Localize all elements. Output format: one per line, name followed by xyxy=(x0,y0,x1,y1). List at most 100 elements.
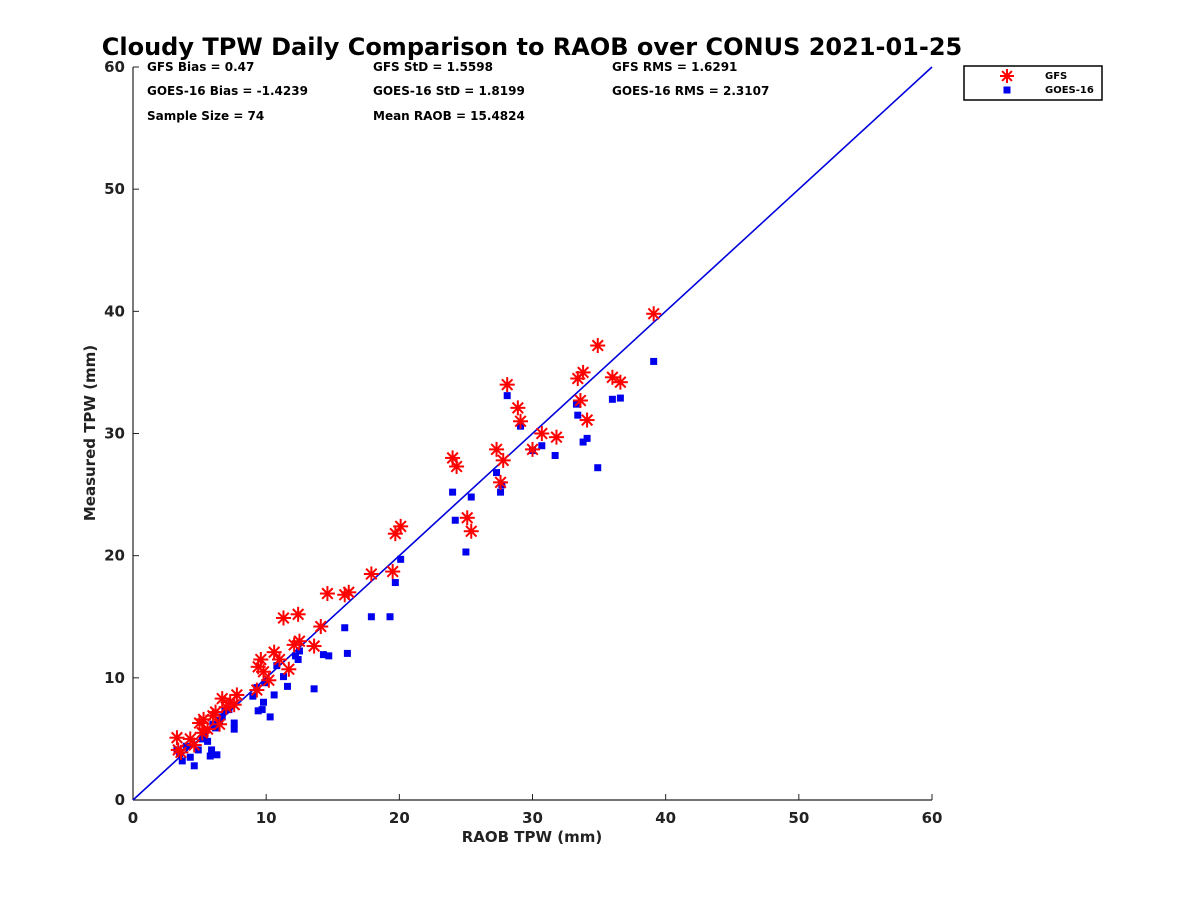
gfs-point xyxy=(495,452,511,468)
goes16-point xyxy=(266,713,274,721)
goes16-point xyxy=(319,651,327,659)
goes16-point xyxy=(279,673,287,681)
gfs-point xyxy=(604,369,620,385)
gfs-point xyxy=(173,744,189,760)
x-tick-label: 50 xyxy=(788,809,809,827)
y-tick-label: 50 xyxy=(104,180,125,198)
x-tick-label: 20 xyxy=(389,809,410,827)
x-tick-label: 60 xyxy=(922,809,943,827)
stat-text: GFS StD = 1.5598 xyxy=(373,60,493,74)
goes16-point xyxy=(230,725,238,733)
gfs-point xyxy=(169,730,185,746)
goes16-point xyxy=(386,613,394,621)
gfs-point xyxy=(393,518,409,534)
x-ticks: 0 10 20 30 40 50 60 xyxy=(128,794,943,827)
gfs-point xyxy=(459,510,475,526)
goes16-point xyxy=(204,737,212,745)
gfs-point xyxy=(489,441,505,457)
gfs-point xyxy=(449,458,465,474)
y-tick-label: 0 xyxy=(115,791,125,809)
goes16-point xyxy=(221,707,229,715)
gfs-point xyxy=(341,584,357,600)
goes16-point xyxy=(503,392,511,400)
goes16-point xyxy=(213,751,221,759)
x-tick-label: 10 xyxy=(256,809,277,827)
goes16-point xyxy=(182,742,190,750)
gfs-point xyxy=(229,687,245,703)
goes16-point xyxy=(616,394,624,402)
gfs-point xyxy=(271,652,287,668)
gfs-point xyxy=(306,638,322,654)
gfs-point xyxy=(182,731,198,747)
goes16-point xyxy=(206,752,214,760)
goes16-point xyxy=(261,679,269,687)
goes16-point xyxy=(343,649,351,657)
gfs-point xyxy=(212,716,228,732)
gfs-point xyxy=(256,664,272,680)
legend-goes16-square xyxy=(1003,86,1011,94)
goes16-point xyxy=(249,692,257,700)
legend: GFS GOES-16 xyxy=(963,65,1103,101)
y-tick-label: 10 xyxy=(104,669,125,687)
stat-text: Sample Size = 74 xyxy=(147,109,264,123)
y-tick-label: 60 xyxy=(104,58,125,76)
stats-annotations: GFS Bias = 0.47 GFS StD = 1.5598 GFS RMS =… xyxy=(147,60,769,123)
x-tick-label: 40 xyxy=(655,809,676,827)
legend-box xyxy=(963,65,1103,101)
stat-text: GFS RMS = 1.6291 xyxy=(612,60,737,74)
gfs-point xyxy=(281,661,297,677)
goes16-point xyxy=(538,442,546,450)
gfs-point xyxy=(525,441,540,457)
stat-text: Mean RAOB = 15.4824 xyxy=(373,109,525,123)
goes16-point xyxy=(186,753,194,761)
goes16-point xyxy=(291,652,299,660)
x-axis-label: RAOB TPW (mm) xyxy=(462,828,603,846)
x-tick-label: 0 xyxy=(128,809,138,827)
gfs-point xyxy=(579,412,595,428)
goes16-point xyxy=(258,706,266,714)
goes16-point xyxy=(201,730,209,738)
gfs-point xyxy=(275,610,291,626)
x-tick-label: 30 xyxy=(522,809,543,827)
chart-title: Cloudy TPW Daily Comparison to RAOB over… xyxy=(102,33,962,61)
gfs-point xyxy=(510,400,526,416)
gfs-point xyxy=(291,633,307,649)
gfs-point xyxy=(590,338,606,354)
legend-goes16-label: GOES-16 xyxy=(1045,85,1094,96)
stat-text: GOES-16 RMS = 2.3107 xyxy=(612,84,769,98)
goes16-point xyxy=(574,411,582,419)
goes16-point xyxy=(295,647,303,655)
goes16-point xyxy=(451,516,459,524)
goes16-point xyxy=(178,757,186,765)
gfs-point xyxy=(319,586,335,602)
goes16-point xyxy=(273,662,281,670)
gfs-point xyxy=(261,672,277,688)
gfs-point xyxy=(499,377,515,393)
goes16-point xyxy=(650,357,658,365)
gfs-point xyxy=(363,566,379,582)
stat-text: GFS Bias = 0.47 xyxy=(147,60,254,74)
gfs-point xyxy=(253,652,269,668)
gfs-point xyxy=(200,721,216,737)
goes16-point xyxy=(608,395,616,403)
goes16-point xyxy=(294,656,302,664)
goes16-point xyxy=(310,685,318,693)
gfs-point xyxy=(534,426,550,441)
gfs-point xyxy=(646,306,662,322)
goes16-point xyxy=(449,488,457,496)
stat-text: GOES-16 Bias = -1.4239 xyxy=(147,84,308,98)
goes16-point xyxy=(190,762,198,770)
goes16-point xyxy=(283,682,291,690)
goes16-point xyxy=(230,719,238,727)
goes16-point xyxy=(270,691,278,699)
y-axis-label: Measured TPW (mm) xyxy=(81,345,99,521)
legend-gfs-asterisk xyxy=(1000,69,1014,83)
gfs-point xyxy=(186,737,202,753)
goes16-point xyxy=(493,469,501,477)
stat-text: GOES-16 StD = 1.8199 xyxy=(373,84,525,98)
goes16-point xyxy=(397,555,405,563)
goes16-point xyxy=(254,707,262,715)
series-gfs xyxy=(169,306,662,760)
gfs-point xyxy=(513,413,529,429)
gfs-point xyxy=(313,619,329,635)
